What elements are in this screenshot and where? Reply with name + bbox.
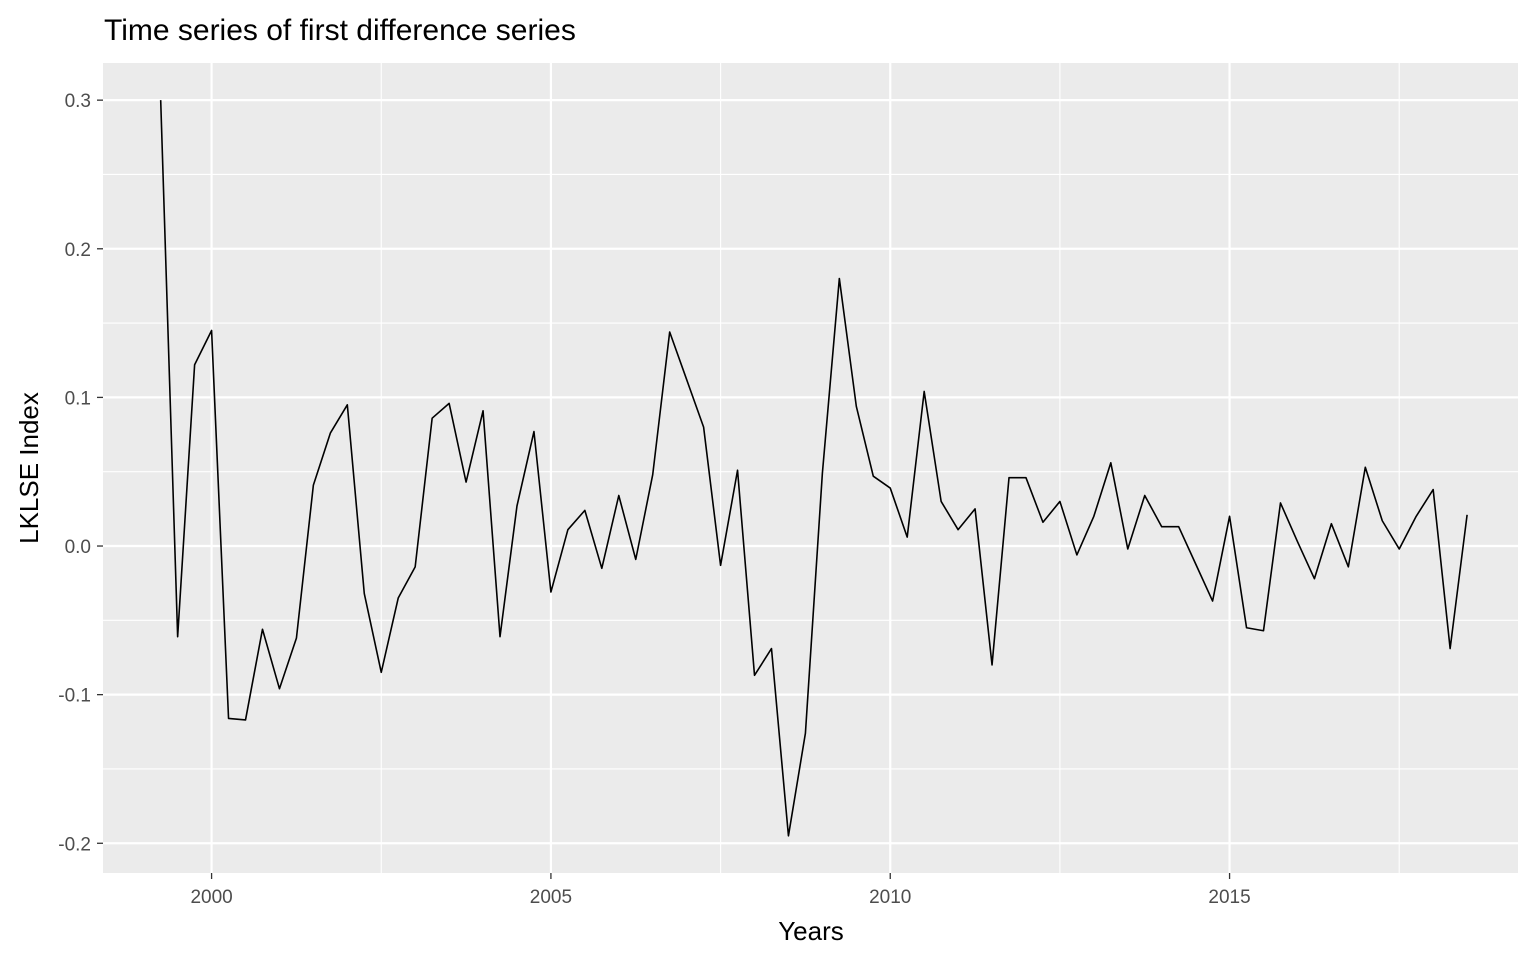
y-tick-label: 0.0 — [65, 537, 91, 558]
minor-gridlines — [103, 63, 1518, 873]
x-axis: 2000 2005 2010 2015 — [190, 873, 1251, 908]
x-axis-title: Years — [778, 916, 844, 946]
y-tick-label: 0.2 — [65, 240, 91, 261]
x-tick-label: 2015 — [1208, 887, 1250, 908]
y-axis: -0.2 -0.1 0.0 0.1 0.2 0.3 — [58, 91, 103, 855]
y-tick-label: -0.1 — [58, 686, 91, 707]
y-tick-label: -0.2 — [58, 834, 91, 855]
y-tick-label: 0.3 — [65, 91, 91, 112]
x-tick-label: 2000 — [190, 887, 232, 908]
x-tick-label: 2005 — [530, 887, 572, 908]
x-tick-label: 2010 — [869, 887, 911, 908]
chart-title: Time series of first difference series — [104, 14, 576, 47]
series-layer — [159, 100, 1468, 837]
plot-panel — [103, 63, 1518, 873]
y-tick-label: 0.1 — [65, 388, 91, 409]
series-line — [159, 100, 1468, 837]
y-axis-title: LKLSE Index — [14, 392, 44, 544]
major-gridlines — [103, 63, 1518, 873]
